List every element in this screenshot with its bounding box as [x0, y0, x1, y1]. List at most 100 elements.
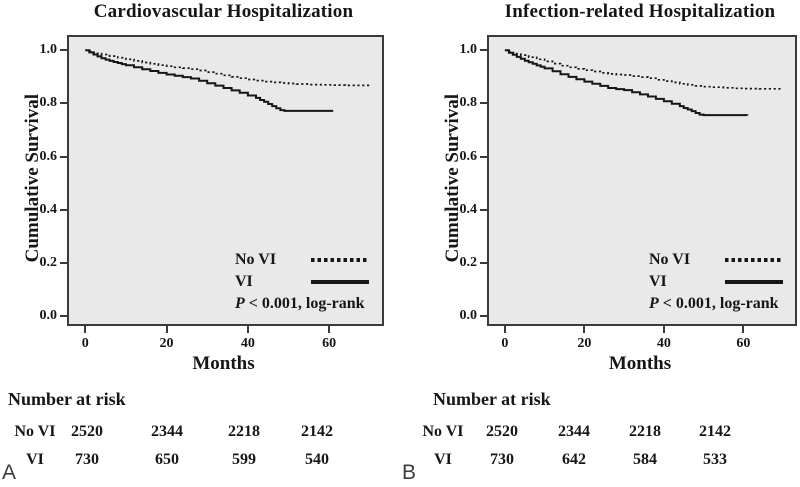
x-tick-mark [662, 324, 665, 333]
chart-title: Infection-related Hospitalization [504, 1, 776, 22]
y-tick-label: 1.0 [39, 42, 58, 58]
x-tick-label: 40 [240, 336, 255, 351]
risk-value: 584 [633, 451, 657, 468]
chart-title: Cardiovascular Hospitalization [93, 1, 354, 22]
risk-value: 2344 [151, 423, 183, 440]
x-tick-label: 0 [81, 336, 89, 351]
y-tick-mark [480, 49, 489, 52]
p-value-annotation: P < 0.001, log-rank [235, 293, 369, 315]
legend: No VI VI P < 0.001, log-rank [649, 249, 783, 315]
risk-row-vi: VI 730 642 584 533 [400, 451, 800, 471]
y-tick-label: 0.4 [39, 201, 58, 217]
p-value-symbol: P [649, 295, 659, 312]
y-tick-label: 0.6 [39, 148, 58, 164]
y-tick-mark [480, 315, 489, 318]
y-tick-mark [60, 102, 69, 105]
y-tick-mark [480, 208, 489, 211]
vi-line-sample [725, 280, 783, 284]
y-axis-label-text: Cumulative Survival [442, 94, 463, 263]
p-value-text: < 0.001, log-rank [244, 295, 365, 312]
x-tick-label: 0 [501, 336, 509, 351]
panel-letter-b: B [402, 461, 417, 484]
no-vi-curve [85, 49, 371, 87]
risk-row-label: No VI [14, 423, 56, 440]
y-tick-label: 0.4 [459, 201, 478, 217]
x-tick-mark [165, 324, 168, 333]
risk-value: 533 [703, 451, 727, 468]
panel-a: Cardiovascular Hospitalization Cumulativ… [0, 1, 400, 484]
x-tick-mark [503, 324, 506, 333]
x-tick-label: 60 [322, 336, 337, 351]
risk-value: 2520 [71, 423, 103, 440]
x-tick-mark [84, 324, 87, 333]
y-axis-label: Cumulative Survival [425, 35, 481, 322]
vi-curve [85, 49, 334, 112]
legend-row-no-vi: No VI [235, 249, 369, 271]
risk-value: 599 [232, 451, 256, 468]
y-tick-mark [60, 49, 69, 52]
y-tick-label: 0.0 [459, 308, 478, 324]
legend-label-no-vi: No VI [649, 251, 691, 268]
risk-row-label: No VI [422, 423, 464, 440]
legend-label-no-vi: No VI [235, 251, 277, 268]
legend-label-vi: VI [649, 273, 667, 290]
risk-value: 642 [562, 451, 586, 468]
y-axis-label: Cumulative Survival [5, 35, 61, 322]
survival-curves-svg [504, 49, 784, 117]
no-vi-line-sample [311, 258, 369, 262]
plot-area: No VI VI P < 0.001, log-rank 1.0 0.8 0.6 0.… [460, 35, 797, 351]
x-tick-label: 40 [656, 336, 671, 351]
risk-row-label: VI [434, 451, 452, 468]
vi-line-sample [311, 280, 369, 284]
y-tick-mark [480, 261, 489, 264]
risk-value: 2218 [228, 423, 260, 440]
risk-value: 2142 [301, 423, 333, 440]
risk-value: 2520 [486, 423, 518, 440]
risk-value: 650 [155, 451, 179, 468]
no-vi-curve [504, 49, 784, 90]
y-tick-mark [60, 261, 69, 264]
x-tick-label: 60 [736, 336, 751, 351]
risk-value: 2344 [558, 423, 590, 440]
vi-curve [504, 49, 749, 117]
p-value-annotation: P < 0.001, log-rank [649, 293, 783, 315]
y-tick-mark [60, 315, 69, 318]
legend: No VI VI P < 0.001, log-rank [235, 249, 369, 315]
risk-value: 2218 [629, 423, 661, 440]
p-value-text: < 0.001, log-rank [658, 295, 779, 312]
risk-row-vi: VI 730 650 599 540 [0, 451, 400, 471]
y-tick-label: 0.8 [459, 95, 478, 111]
x-axis-label: Months [608, 353, 672, 374]
legend-row-vi: VI [235, 271, 369, 293]
risk-value: 730 [75, 451, 99, 468]
risk-row-no-vi: No VI 2520 2344 2218 2142 [400, 423, 800, 443]
risk-value: 730 [490, 451, 514, 468]
y-tick-label: 0.2 [459, 254, 478, 270]
x-tick-label: 20 [577, 336, 592, 351]
p-value-symbol: P [235, 295, 245, 312]
legend-row-no-vi: No VI [649, 249, 783, 271]
x-tick-mark [742, 324, 745, 333]
y-tick-label: 0.2 [39, 254, 58, 270]
panel-b: Infection-related Hospitalization Cumula… [400, 0, 800, 487]
plot-area: No VI VI P < 0.001, log-rank 1.0 0.8 0.6 0.… [40, 35, 384, 351]
legend-row-vi: VI [649, 271, 783, 293]
x-tick-label: 20 [159, 336, 174, 351]
risk-value: 2142 [699, 423, 731, 440]
risk-row-no-vi: No VI 2520 2344 2218 2142 [0, 423, 400, 443]
x-tick-mark [583, 324, 586, 333]
y-tick-label: 0.8 [39, 95, 58, 111]
y-tick-mark [480, 102, 489, 105]
y-tick-mark [60, 208, 69, 211]
y-tick-label: 0.0 [39, 308, 58, 324]
number-at-risk-heading: Number at risk [433, 389, 551, 409]
legend-label-vi: VI [235, 273, 253, 290]
number-at-risk-heading: Number at risk [8, 389, 126, 409]
y-tick-label: 1.0 [459, 42, 478, 58]
y-tick-mark [60, 155, 69, 158]
no-vi-line-sample [725, 258, 783, 262]
y-tick-mark [480, 155, 489, 158]
risk-value: 540 [305, 451, 329, 468]
risk-row-label: VI [26, 451, 44, 468]
x-tick-mark [328, 324, 331, 333]
